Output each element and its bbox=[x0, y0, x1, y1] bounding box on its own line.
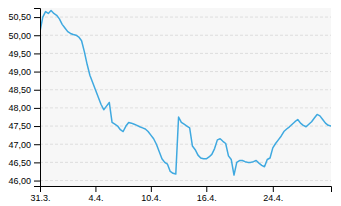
line bbox=[40, 11, 331, 176]
x-tick-label: 4.4. bbox=[88, 193, 103, 203]
y-tick-mark bbox=[34, 90, 40, 91]
y-tick-label: 50,50 bbox=[8, 12, 31, 22]
grid-line bbox=[40, 17, 331, 18]
grid-line bbox=[40, 144, 331, 145]
x-tick-label: 31.3. bbox=[30, 193, 50, 203]
y-tick: 48,00 bbox=[8, 103, 40, 113]
y-axis: 46,00 46,50 47,00 47,50 48,00 48,50 49,00 49,50… bbox=[8, 9, 40, 187]
y-tick-label: 46,50 bbox=[8, 158, 31, 168]
y-tick-mark bbox=[34, 181, 40, 182]
y-tick-mark bbox=[34, 72, 40, 73]
y-tick: 47,00 bbox=[8, 140, 40, 150]
x-tick-label: 24.4. bbox=[263, 193, 283, 203]
x-tick-mark bbox=[151, 186, 152, 192]
y-tick: 46,00 bbox=[8, 176, 40, 186]
y-tick-mark bbox=[34, 126, 40, 127]
x-tick: 24.4. bbox=[263, 186, 283, 203]
x-axis: 31.3. 4.4. 10.4. 16.4. 24.4. bbox=[30, 186, 331, 203]
grid-line bbox=[40, 71, 331, 72]
y-tick: 49,00 bbox=[8, 67, 40, 77]
y-tick-label: 48,50 bbox=[8, 85, 31, 95]
x-tick: 4.4. bbox=[88, 186, 103, 203]
x-tick-mark bbox=[206, 186, 207, 192]
y-tick-label: 47,00 bbox=[8, 140, 31, 150]
y-tick-mark bbox=[34, 17, 40, 18]
x-tick: 31.3. bbox=[30, 186, 50, 203]
plot: 31.3.4.4.10.4.16.4.24.4.46,0046,5047,004… bbox=[8, 8, 331, 203]
y-tick-mark bbox=[34, 144, 40, 145]
y-tick-label: 46,00 bbox=[8, 176, 31, 186]
grid-line bbox=[40, 35, 331, 36]
grid-line bbox=[40, 162, 331, 163]
y-axis-line bbox=[34, 9, 41, 187]
x-axis-line bbox=[41, 187, 332, 193]
y-tick-mark bbox=[34, 35, 40, 36]
chart: 31.3.4.4.10.4.16.4.24.4.46,0046,5047,004… bbox=[0, 0, 341, 206]
series bbox=[40, 11, 331, 176]
plot-background bbox=[40, 8, 331, 186]
y-tick: 50,50 bbox=[8, 12, 40, 22]
x-tick-label: 10.4. bbox=[141, 193, 161, 203]
y-tick: 48,50 bbox=[8, 85, 40, 95]
y-tick-label: 48,00 bbox=[8, 103, 31, 113]
y-tick-label: 47,50 bbox=[8, 121, 31, 131]
y-tick-label: 50,00 bbox=[8, 31, 31, 41]
x-tick: 10.4. bbox=[141, 186, 161, 203]
grid-line bbox=[40, 107, 331, 108]
y-tick-mark bbox=[34, 108, 40, 109]
y-tick-mark bbox=[34, 53, 40, 54]
grid-line bbox=[40, 180, 331, 181]
y-tick-mark bbox=[34, 162, 40, 163]
x-tick-mark bbox=[95, 186, 96, 192]
grid-line bbox=[40, 89, 331, 90]
x-tick-mark bbox=[273, 186, 274, 192]
y-tick: 46,50 bbox=[8, 158, 40, 168]
y-tick: 50,00 bbox=[8, 31, 40, 41]
x-tick-label: 16.4. bbox=[197, 193, 217, 203]
x-tick: 16.4. bbox=[197, 186, 217, 203]
grid-line bbox=[40, 53, 331, 54]
y-tick-label: 49,00 bbox=[8, 67, 31, 77]
y-tick-label: 49,50 bbox=[8, 49, 31, 59]
grid bbox=[40, 17, 331, 180]
y-tick: 49,50 bbox=[8, 49, 40, 59]
y-tick: 47,50 bbox=[8, 121, 40, 131]
